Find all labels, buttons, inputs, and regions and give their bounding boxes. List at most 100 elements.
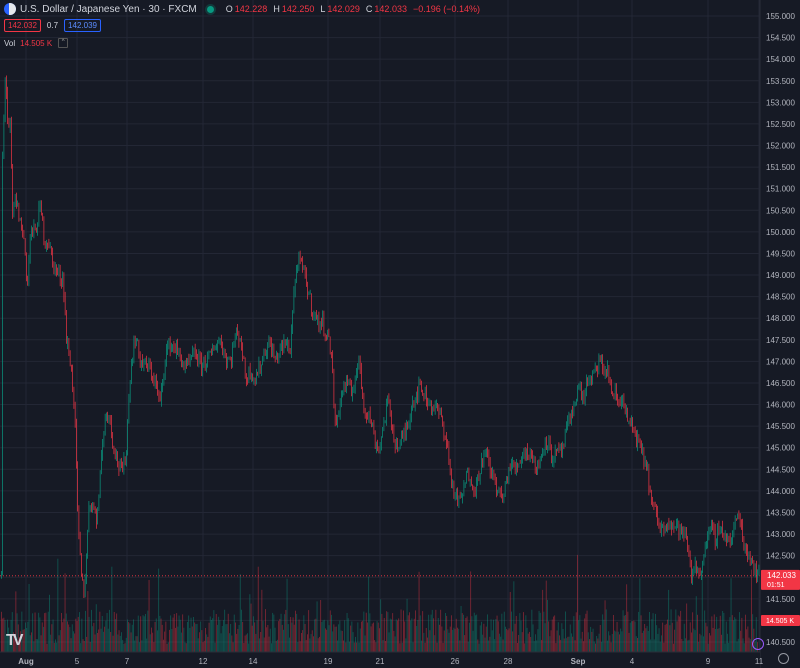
volume-bar (413, 618, 415, 652)
volume-bar (506, 628, 508, 652)
volume-bar (745, 614, 746, 652)
volume-bar (134, 640, 136, 652)
volume-bar (193, 617, 194, 652)
volume-bar (326, 629, 328, 652)
volume-bar (728, 642, 730, 652)
volume-bar (32, 613, 34, 652)
volume-bar (305, 639, 307, 652)
symbol-title[interactable]: U.S. Dollar / Japanese Yen · 30 · FXCM (20, 3, 197, 15)
volume-bar (238, 625, 240, 652)
volume-series (1, 554, 758, 652)
volume-bar (529, 631, 530, 652)
volume-bar (310, 634, 312, 652)
volume-bar (100, 628, 102, 652)
volume-bar (351, 621, 353, 652)
volume-bar (734, 617, 736, 652)
chart-settings-icon[interactable] (778, 653, 789, 664)
volume-bar (488, 640, 490, 652)
volume-bar (15, 591, 17, 652)
volume-bar (317, 638, 319, 652)
volume-bar (573, 616, 575, 652)
volume-bar (379, 628, 380, 652)
volume-bar (620, 628, 622, 652)
volume-bar (304, 624, 306, 652)
volume-bar (135, 636, 137, 652)
volume-bar (472, 630, 474, 652)
volume-bar (75, 618, 77, 652)
volume-bar (122, 639, 124, 652)
volume-bar (553, 616, 554, 652)
volume-bar (224, 609, 226, 652)
volume-bar (580, 638, 582, 652)
volume-bar (733, 620, 734, 652)
volume-bar (145, 614, 146, 652)
volume-bar (747, 626, 749, 652)
volume-bar (73, 631, 74, 652)
volume-bar (307, 634, 308, 652)
volume-bar (356, 642, 358, 652)
time-tick-label: 9 (706, 657, 711, 666)
volume-bar (548, 621, 550, 652)
volume-bar (725, 621, 727, 652)
volume-label[interactable]: Vol (4, 38, 16, 48)
volume-bar (461, 613, 463, 652)
volume-bar (79, 612, 80, 652)
volume-bar (128, 622, 130, 652)
volume-bar (388, 632, 390, 652)
volume-bar (197, 638, 199, 652)
buy-ask-button[interactable]: 142.039 (64, 19, 101, 32)
volume-bar (718, 628, 720, 652)
tradingview-logo-icon[interactable]: TV (6, 632, 24, 649)
volume-bar (731, 615, 733, 652)
volume-bar (217, 624, 218, 652)
time-tick-label: 28 (504, 657, 513, 666)
volume-bar (343, 640, 344, 652)
volume-bar (668, 589, 670, 652)
ohlc-high-value: 142.250 (281, 4, 315, 14)
volume-bar (27, 621, 29, 652)
volume-bar (723, 612, 725, 652)
trade-panel: 142.032 0.7 142.039 (4, 19, 101, 32)
volume-bar (328, 625, 330, 652)
volume-bar (415, 610, 416, 652)
price-tick-label: 151.500 (766, 163, 795, 172)
volume-bar (741, 617, 743, 652)
sell-bid-button[interactable]: 142.032 (4, 19, 41, 32)
volume-bar (38, 612, 40, 652)
volume-bar (251, 625, 253, 652)
bar-countdown-label: 01:51 (767, 582, 785, 589)
volume-bar (530, 637, 532, 652)
volume-bar (661, 635, 662, 652)
volume-bar (481, 621, 482, 652)
volume-bar (705, 622, 707, 652)
volume-bar (417, 620, 419, 652)
time-tick-label: Sep (571, 657, 586, 666)
volume-bar (527, 633, 529, 652)
volume-bar (697, 614, 698, 652)
volume-bar (68, 624, 70, 652)
volume-bar (28, 584, 30, 652)
volume-bar (292, 617, 294, 652)
volume-bar (248, 643, 250, 652)
volume-bar (319, 636, 320, 652)
volume-bar (713, 614, 715, 652)
volume-bar (531, 609, 533, 652)
volume-bar (593, 641, 595, 652)
volume-bar (464, 635, 466, 652)
volume-bar (671, 622, 673, 652)
volume-bar (213, 610, 215, 652)
volume-bar (422, 611, 424, 652)
collapse-chevron-icon[interactable]: ^ (58, 38, 69, 48)
volume-bar (537, 629, 539, 652)
volume-bar (689, 622, 691, 652)
volume-bar (185, 643, 187, 652)
volume-bar (355, 636, 356, 652)
volume-bar (208, 622, 210, 652)
volume-bar (173, 614, 175, 652)
volume-bar (175, 627, 176, 652)
volume-bar (716, 616, 718, 652)
volume-bar (40, 635, 42, 652)
volume-bar (59, 630, 61, 652)
